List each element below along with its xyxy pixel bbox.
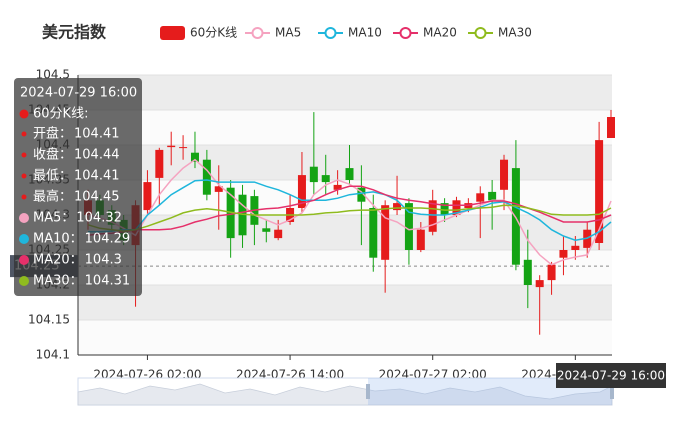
legend-label: MA10	[348, 26, 382, 40]
tooltip-label: MA20：	[33, 253, 83, 268]
legend-label: MA30	[498, 26, 532, 40]
tooltip-label: 最高：	[33, 189, 72, 205]
candle-body	[393, 203, 402, 211]
tooltip-dot	[19, 255, 29, 265]
legend-label: 60分K线	[190, 26, 237, 40]
legend-swatch	[160, 26, 185, 40]
y-tick-label: 104.15	[28, 313, 70, 327]
legend-label: MA20	[423, 26, 457, 40]
slider-handle[interactable]	[610, 384, 614, 399]
candle-body	[309, 166, 318, 183]
legend-swatch	[474, 27, 487, 39]
tooltip-value: 104.41	[74, 169, 120, 184]
split-area	[78, 75, 612, 110]
tooltip-value: 104.44	[74, 148, 120, 163]
candle-body	[452, 200, 461, 215]
crosshair-x-label: 2024-07-29 16:00	[557, 369, 665, 383]
split-area	[78, 285, 612, 320]
candle-body	[511, 168, 520, 265]
split-area	[78, 145, 612, 180]
candle-body	[274, 229, 283, 239]
tooltip-value: 104.45	[74, 190, 120, 205]
legend-swatch	[251, 27, 264, 39]
candle-body	[500, 159, 509, 190]
tooltip-value: 104.31	[85, 274, 131, 289]
slider-handle[interactable]	[366, 384, 370, 399]
candle-body	[428, 200, 437, 232]
tooltip-dot	[19, 109, 29, 119]
tooltip-box	[14, 78, 142, 296]
tooltip-heading: 60分K线:	[33, 107, 88, 122]
candle-body	[297, 175, 306, 208]
tooltip-value: 104.29	[85, 232, 131, 247]
tooltip-dot	[19, 234, 29, 244]
candle-body	[440, 203, 449, 215]
candle-body	[404, 203, 413, 250]
y-tick-label: 104.1	[36, 348, 70, 362]
legend[interactable]: 60分K线 MA5 MA10 MA20 MA30	[160, 26, 532, 41]
tooltip-label: MA5：	[33, 211, 74, 226]
candle-body	[321, 175, 330, 183]
tooltip-value: 104.41	[74, 127, 120, 142]
candle-body	[155, 149, 164, 178]
slider-preview	[77, 383, 613, 406]
tooltip-dot	[19, 213, 29, 223]
crosshair-x-label-box	[556, 363, 666, 388]
tooltip-value: 104.32	[76, 211, 122, 226]
ma-line	[88, 179, 612, 241]
candle-body	[167, 145, 176, 148]
candle-body	[179, 147, 188, 149]
candle-body	[559, 250, 568, 258]
crosshair-x-label: 2024-07-29 16:00	[556, 363, 666, 388]
tooltip-label: 收盘：	[33, 147, 72, 163]
legend-swatch	[324, 27, 337, 39]
candle-body	[523, 259, 532, 285]
split-area	[78, 250, 612, 285]
split-area	[78, 110, 612, 145]
candle-body	[607, 117, 615, 138]
ma-line	[87, 204, 612, 232]
candle-body	[369, 208, 378, 258]
tooltip-dot	[21, 194, 27, 200]
tooltip-label: 开盘：	[33, 126, 72, 142]
candle-body	[214, 186, 223, 192]
tooltip-label: MA30：	[33, 274, 83, 289]
legend-label: MA5	[275, 26, 301, 40]
candle-body	[547, 264, 556, 281]
chart-title: 美元指数	[42, 23, 107, 42]
candle-body	[333, 184, 342, 190]
candle-body	[190, 152, 199, 162]
tooltip-dot	[21, 173, 27, 179]
tooltip-dot	[21, 152, 27, 158]
candle-body	[476, 193, 485, 202]
legend-swatch	[399, 27, 412, 39]
tooltip-dot	[21, 131, 27, 137]
candle-body	[571, 245, 580, 250]
candle-body	[416, 229, 425, 250]
data-zoom-slider[interactable]	[77, 377, 614, 406]
tooltip-label: 最低：	[33, 169, 72, 184]
candle-body	[595, 140, 604, 243]
candle-body	[345, 168, 354, 180]
tooltip-label: MA10：	[33, 232, 83, 247]
tooltip-dot	[19, 276, 29, 286]
candle-body	[202, 159, 211, 195]
candle-body	[357, 187, 366, 202]
candle-body	[535, 280, 544, 288]
tooltip-title: 2024-07-29 16:00	[20, 86, 137, 101]
candle-body	[381, 205, 390, 260]
candle-body	[143, 182, 152, 211]
tooltip-value: 104.3	[85, 253, 122, 268]
split-area	[78, 320, 612, 355]
ma-line	[87, 158, 612, 266]
candle-body	[262, 228, 271, 232]
candle-body	[488, 191, 497, 201]
